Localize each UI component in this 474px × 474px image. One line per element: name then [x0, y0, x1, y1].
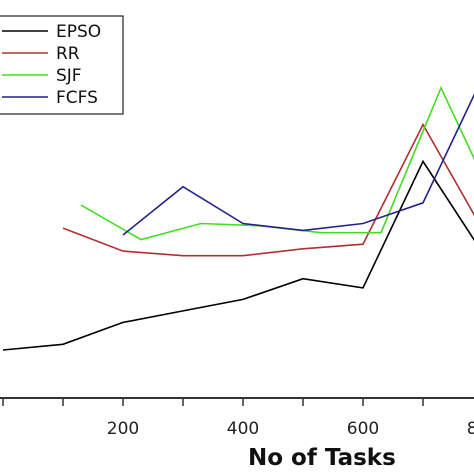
legend-label-rr: RR	[56, 44, 80, 64]
series-line-fcfs	[122, 93, 474, 236]
legend-label-fcfs: FCFS	[56, 88, 98, 108]
legend-label-sjf: SJF	[56, 66, 82, 86]
x-tick-label: 200	[107, 419, 139, 439]
x-ticks: 200 400 600 800	[2, 398, 474, 439]
x-axis-label: No of Tasks	[248, 445, 396, 471]
series-line-epso	[2, 159, 474, 351]
legend-label-epso: EPSO	[56, 22, 101, 42]
x-tick-label: 600	[347, 419, 379, 439]
series-line-rr	[62, 122, 474, 257]
series-line-sjf	[80, 85, 474, 241]
x-tick-label: 800	[467, 419, 474, 439]
legend-box	[0, 15, 124, 115]
series-lines	[2, 85, 474, 351]
x-tick-label: 400	[227, 419, 259, 439]
